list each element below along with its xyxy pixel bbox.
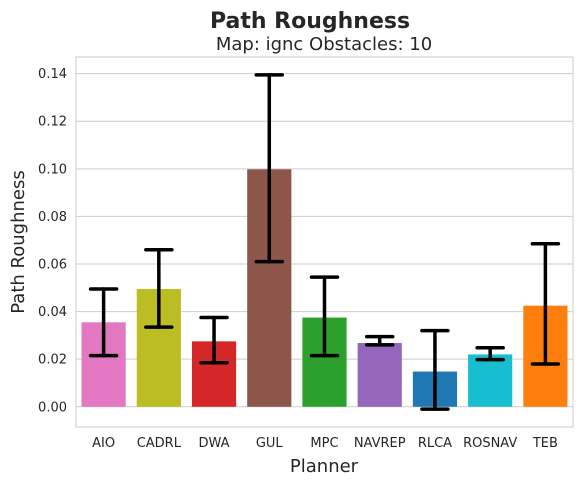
y-tick-labels: 0.00 0.02 0.04 0.06 0.08 0.10 0.12 0.14 <box>38 67 67 415</box>
bar-navrep <box>357 343 402 407</box>
x-tick-label: AIO <box>92 436 115 451</box>
y-tick-label: 0.12 <box>38 115 67 130</box>
y-tick-label: 0.00 <box>38 400 67 415</box>
bar-rosnav <box>468 354 513 407</box>
x-tick-labels: AIO CADRL DWA GUL MPC NAVREP RLCA ROSNAV TEB <box>92 436 558 451</box>
y-axis-label: Path Roughness <box>8 170 29 313</box>
x-tick-label: DWA <box>199 436 230 451</box>
y-tick-label: 0.04 <box>38 305 67 320</box>
chart-title: Path Roughness <box>210 9 410 34</box>
x-tick-label: ROSNAV <box>463 436 517 451</box>
x-tick-label: RLCA <box>418 436 452 451</box>
x-axis-label: Planner <box>290 456 359 477</box>
error-bars <box>88 73 561 411</box>
x-tick-label: MPC <box>310 436 338 451</box>
x-tick-label: TEB <box>532 436 558 451</box>
plot-frame <box>75 56 574 428</box>
y-tick-label: 0.14 <box>38 67 67 82</box>
x-tick-label: GUL <box>256 436 284 451</box>
y-tick-label: 0.08 <box>38 210 67 225</box>
y-tick-label: 0.02 <box>38 353 67 368</box>
y-tick-label: 0.06 <box>38 258 67 273</box>
x-tick-label: CADRL <box>137 436 182 451</box>
chart-subtitle: Map: ignc Obstacles: 10 <box>216 34 432 55</box>
x-tick-label: NAVREP <box>354 436 406 451</box>
y-tick-label: 0.10 <box>38 162 67 177</box>
